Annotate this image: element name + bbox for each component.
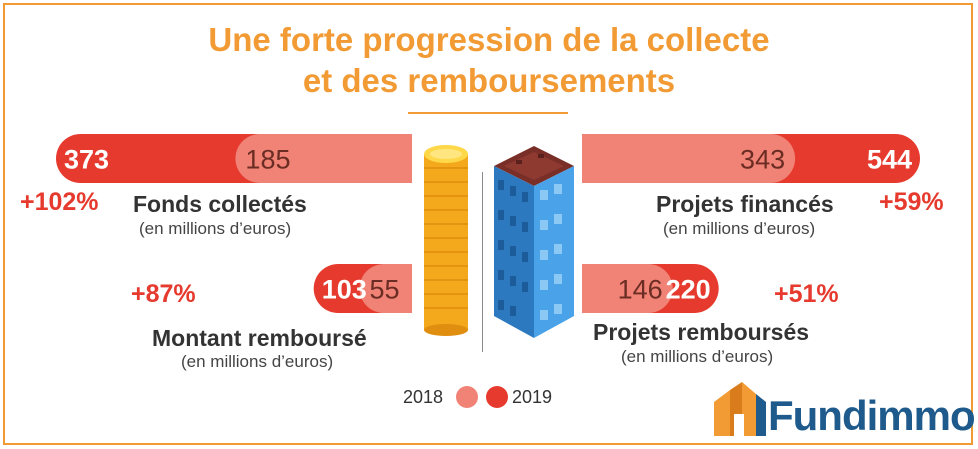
fundimmo-logo-icon xyxy=(714,382,766,436)
unit-montant-rembourse: (en millions d’euros) xyxy=(181,352,334,371)
unit-fonds-collectes: (en millions d’euros) xyxy=(139,219,292,238)
coin-stack-icon xyxy=(424,145,468,336)
bar-2018-projets-finances xyxy=(582,134,796,183)
bar-2018-fonds-collectes xyxy=(235,134,412,183)
label-montant-rembourse: Montant remboursé xyxy=(152,325,367,351)
legend-swatch-2018 xyxy=(456,386,478,408)
unit-projets-rembourses: (en millions d’euros) xyxy=(621,347,774,366)
title-line-1: Une forte progression de la collecte xyxy=(208,21,770,58)
frame-border xyxy=(3,3,973,445)
value-2019-projets-finances: 544 xyxy=(867,145,912,175)
value-2019-montant-rembourse: 103 xyxy=(322,275,367,305)
value-2018-projets-finances: 343 xyxy=(740,145,785,175)
title-divider xyxy=(408,112,568,114)
growth-montant-rembourse: +87% xyxy=(131,280,196,308)
center-divider xyxy=(482,172,483,352)
value-2018-montant-rembourse: 55 xyxy=(370,275,400,305)
unit-projets-finances: (en millions d’euros) xyxy=(663,219,816,238)
value-2019-fonds-collectes: 373 xyxy=(64,145,109,175)
bar-2018-montant-rembourse xyxy=(359,264,412,313)
value-2018-fonds-collectes: 185 xyxy=(245,145,290,175)
growth-fonds-collectes: +102% xyxy=(20,188,99,216)
legend-label-2018: 2018 xyxy=(403,387,444,407)
growth-projets-finances: +59% xyxy=(879,188,944,216)
value-2019-projets-rembourses: 220 xyxy=(666,275,711,305)
legend-label-2019: 2019 xyxy=(512,387,553,407)
label-projets-finances: Projets financés xyxy=(656,191,834,217)
title-line-2: et des remboursements xyxy=(302,62,676,99)
building-icon xyxy=(494,146,574,338)
value-2018-projets-rembourses: 146 xyxy=(618,275,663,305)
legend-swatch-2019 xyxy=(486,386,508,408)
label-projets-rembourses: Projets remboursés xyxy=(593,319,810,345)
label-fonds-collectes: Fonds collectés xyxy=(133,191,307,217)
brand-name: Fundimmo xyxy=(768,392,976,439)
bar-2018-projets-rembourses xyxy=(582,264,673,313)
growth-projets-rembourses: +51% xyxy=(774,280,839,308)
